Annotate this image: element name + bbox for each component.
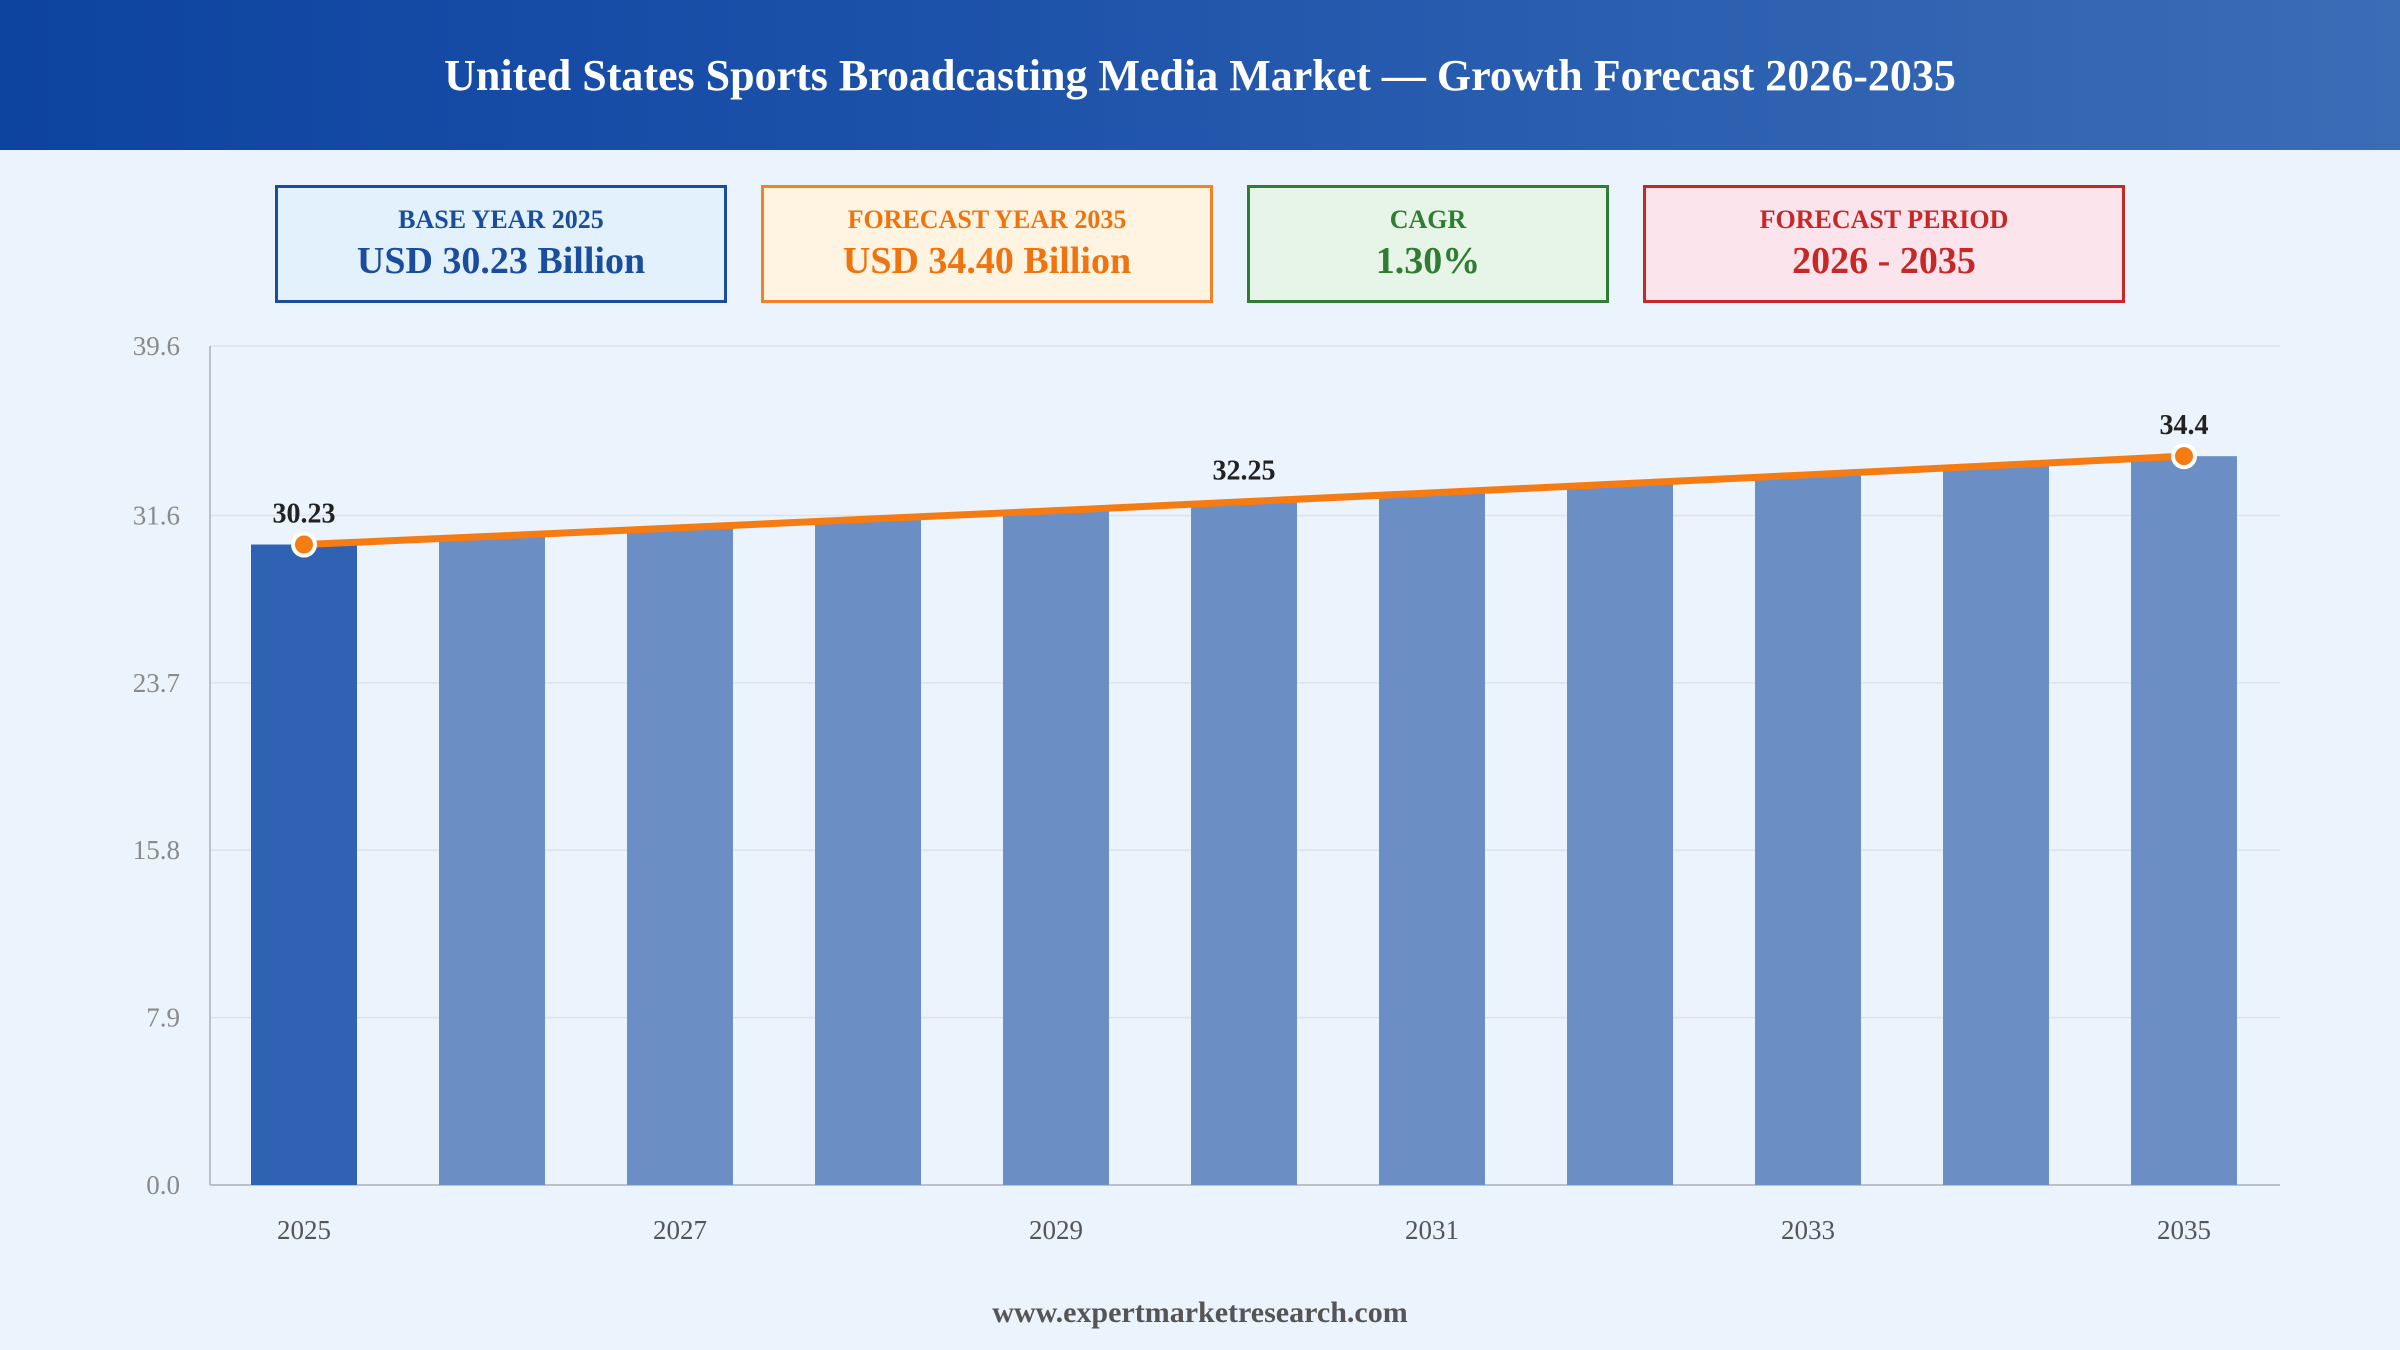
bar-2033 [1755, 474, 1861, 1185]
bar-2030 [1191, 501, 1297, 1185]
forecast-year-label: FORECAST YEAR 2035 [847, 205, 1127, 234]
forecast-period-label: FORECAST PERIOD [1759, 205, 2009, 234]
forecast-period-value: 2026 - 2035 [1792, 240, 1976, 282]
y-tick-label: 7.9 [146, 1003, 180, 1033]
x-tick-label: 2027 [653, 1215, 707, 1245]
header-banner: United States Sports Broadcasting Media … [0, 0, 2400, 150]
bar-2029 [1003, 510, 1109, 1186]
y-tick-label: 23.7 [133, 668, 180, 698]
bar-2027 [627, 527, 733, 1185]
bar-2028 [815, 519, 921, 1185]
x-tick-label: 2035 [2157, 1215, 2211, 1245]
y-tick-label: 15.8 [133, 835, 180, 865]
bar-2032 [1567, 483, 1673, 1185]
x-tick-label: 2031 [1405, 1215, 1459, 1245]
page-title: United States Sports Broadcasting Media … [444, 50, 1956, 100]
cagr-label: CAGR [1389, 205, 1467, 234]
cagr-card: CAGR 1.30% [1247, 185, 1609, 303]
base-year-value: USD 30.23 Billion [356, 240, 646, 282]
base-year-card: BASE YEAR 2025 USD 30.23 Billion [275, 185, 727, 303]
footer-website: www.expertmarketresearch.com [992, 1296, 1408, 1329]
forecast-year-card: FORECAST YEAR 2035 USD 34.40 Billion [761, 185, 1213, 303]
data-label: 30.23 [273, 499, 336, 530]
base-year-label: BASE YEAR 2025 [398, 205, 604, 234]
y-tick-label: 31.6 [133, 500, 180, 530]
data-label: 32.25 [1213, 456, 1276, 487]
trend-line [300, 452, 2188, 549]
cagr-value: 1.30% [1375, 240, 1481, 282]
bar-2035 [2131, 456, 2237, 1185]
x-tick-label: 2029 [1029, 1215, 1083, 1245]
forecast-period-card: FORECAST PERIOD 2026 - 2035 [1643, 185, 2125, 303]
trend-marker [291, 531, 317, 558]
bar-2025 [251, 544, 357, 1185]
forecast-year-value: USD 34.40 Billion [842, 240, 1132, 282]
y-tick-label: 39.6 [133, 331, 180, 361]
bar-2034 [1943, 465, 2049, 1186]
data-label: 34.4 [2160, 410, 2209, 441]
bar-2026 [439, 536, 545, 1185]
trend-marker [2171, 443, 2197, 470]
bar-2031 [1379, 492, 1485, 1185]
x-tick-label: 2033 [1781, 1215, 1835, 1245]
x-tick-label: 2025 [277, 1215, 331, 1245]
y-tick-label: 0.0 [146, 1170, 180, 1200]
